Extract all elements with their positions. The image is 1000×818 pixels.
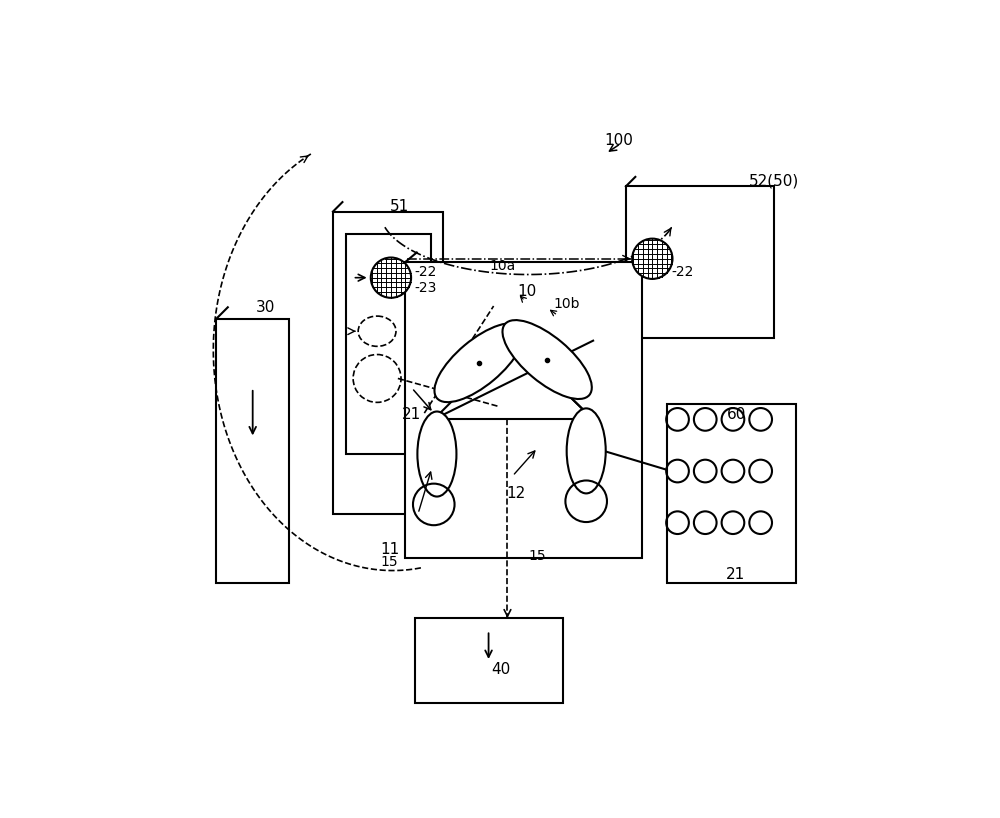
Text: 10a: 10a [489,258,515,272]
Text: 10b: 10b [553,297,580,311]
Text: 10: 10 [518,284,537,299]
Bar [405,262,642,558]
Text: 40: 40 [492,662,511,676]
Ellipse shape [417,411,456,497]
Circle shape [632,239,672,279]
Bar [626,187,774,338]
Text: 11: 11 [380,542,399,557]
Ellipse shape [358,316,396,346]
Ellipse shape [434,323,524,402]
Bar [415,618,563,703]
Text: 12: 12 [506,486,525,501]
Bar [667,403,796,583]
Text: 15: 15 [380,555,398,569]
Text: -22: -22 [672,265,694,279]
Text: 30: 30 [256,299,276,315]
Ellipse shape [567,408,606,493]
Text: 52(50): 52(50) [749,173,799,189]
Text: 100: 100 [604,133,633,148]
Circle shape [371,258,411,298]
Ellipse shape [502,320,592,399]
Text: 21: 21 [725,568,745,582]
Bar [333,212,443,514]
Text: -23: -23 [415,281,437,294]
Bar [216,318,289,583]
Text: -22: -22 [415,265,437,279]
Text: 51: 51 [390,199,409,214]
Text: 21: 21 [402,407,422,422]
Text: 15: 15 [528,549,546,563]
Text: 60: 60 [727,407,746,422]
Bar [346,234,431,454]
